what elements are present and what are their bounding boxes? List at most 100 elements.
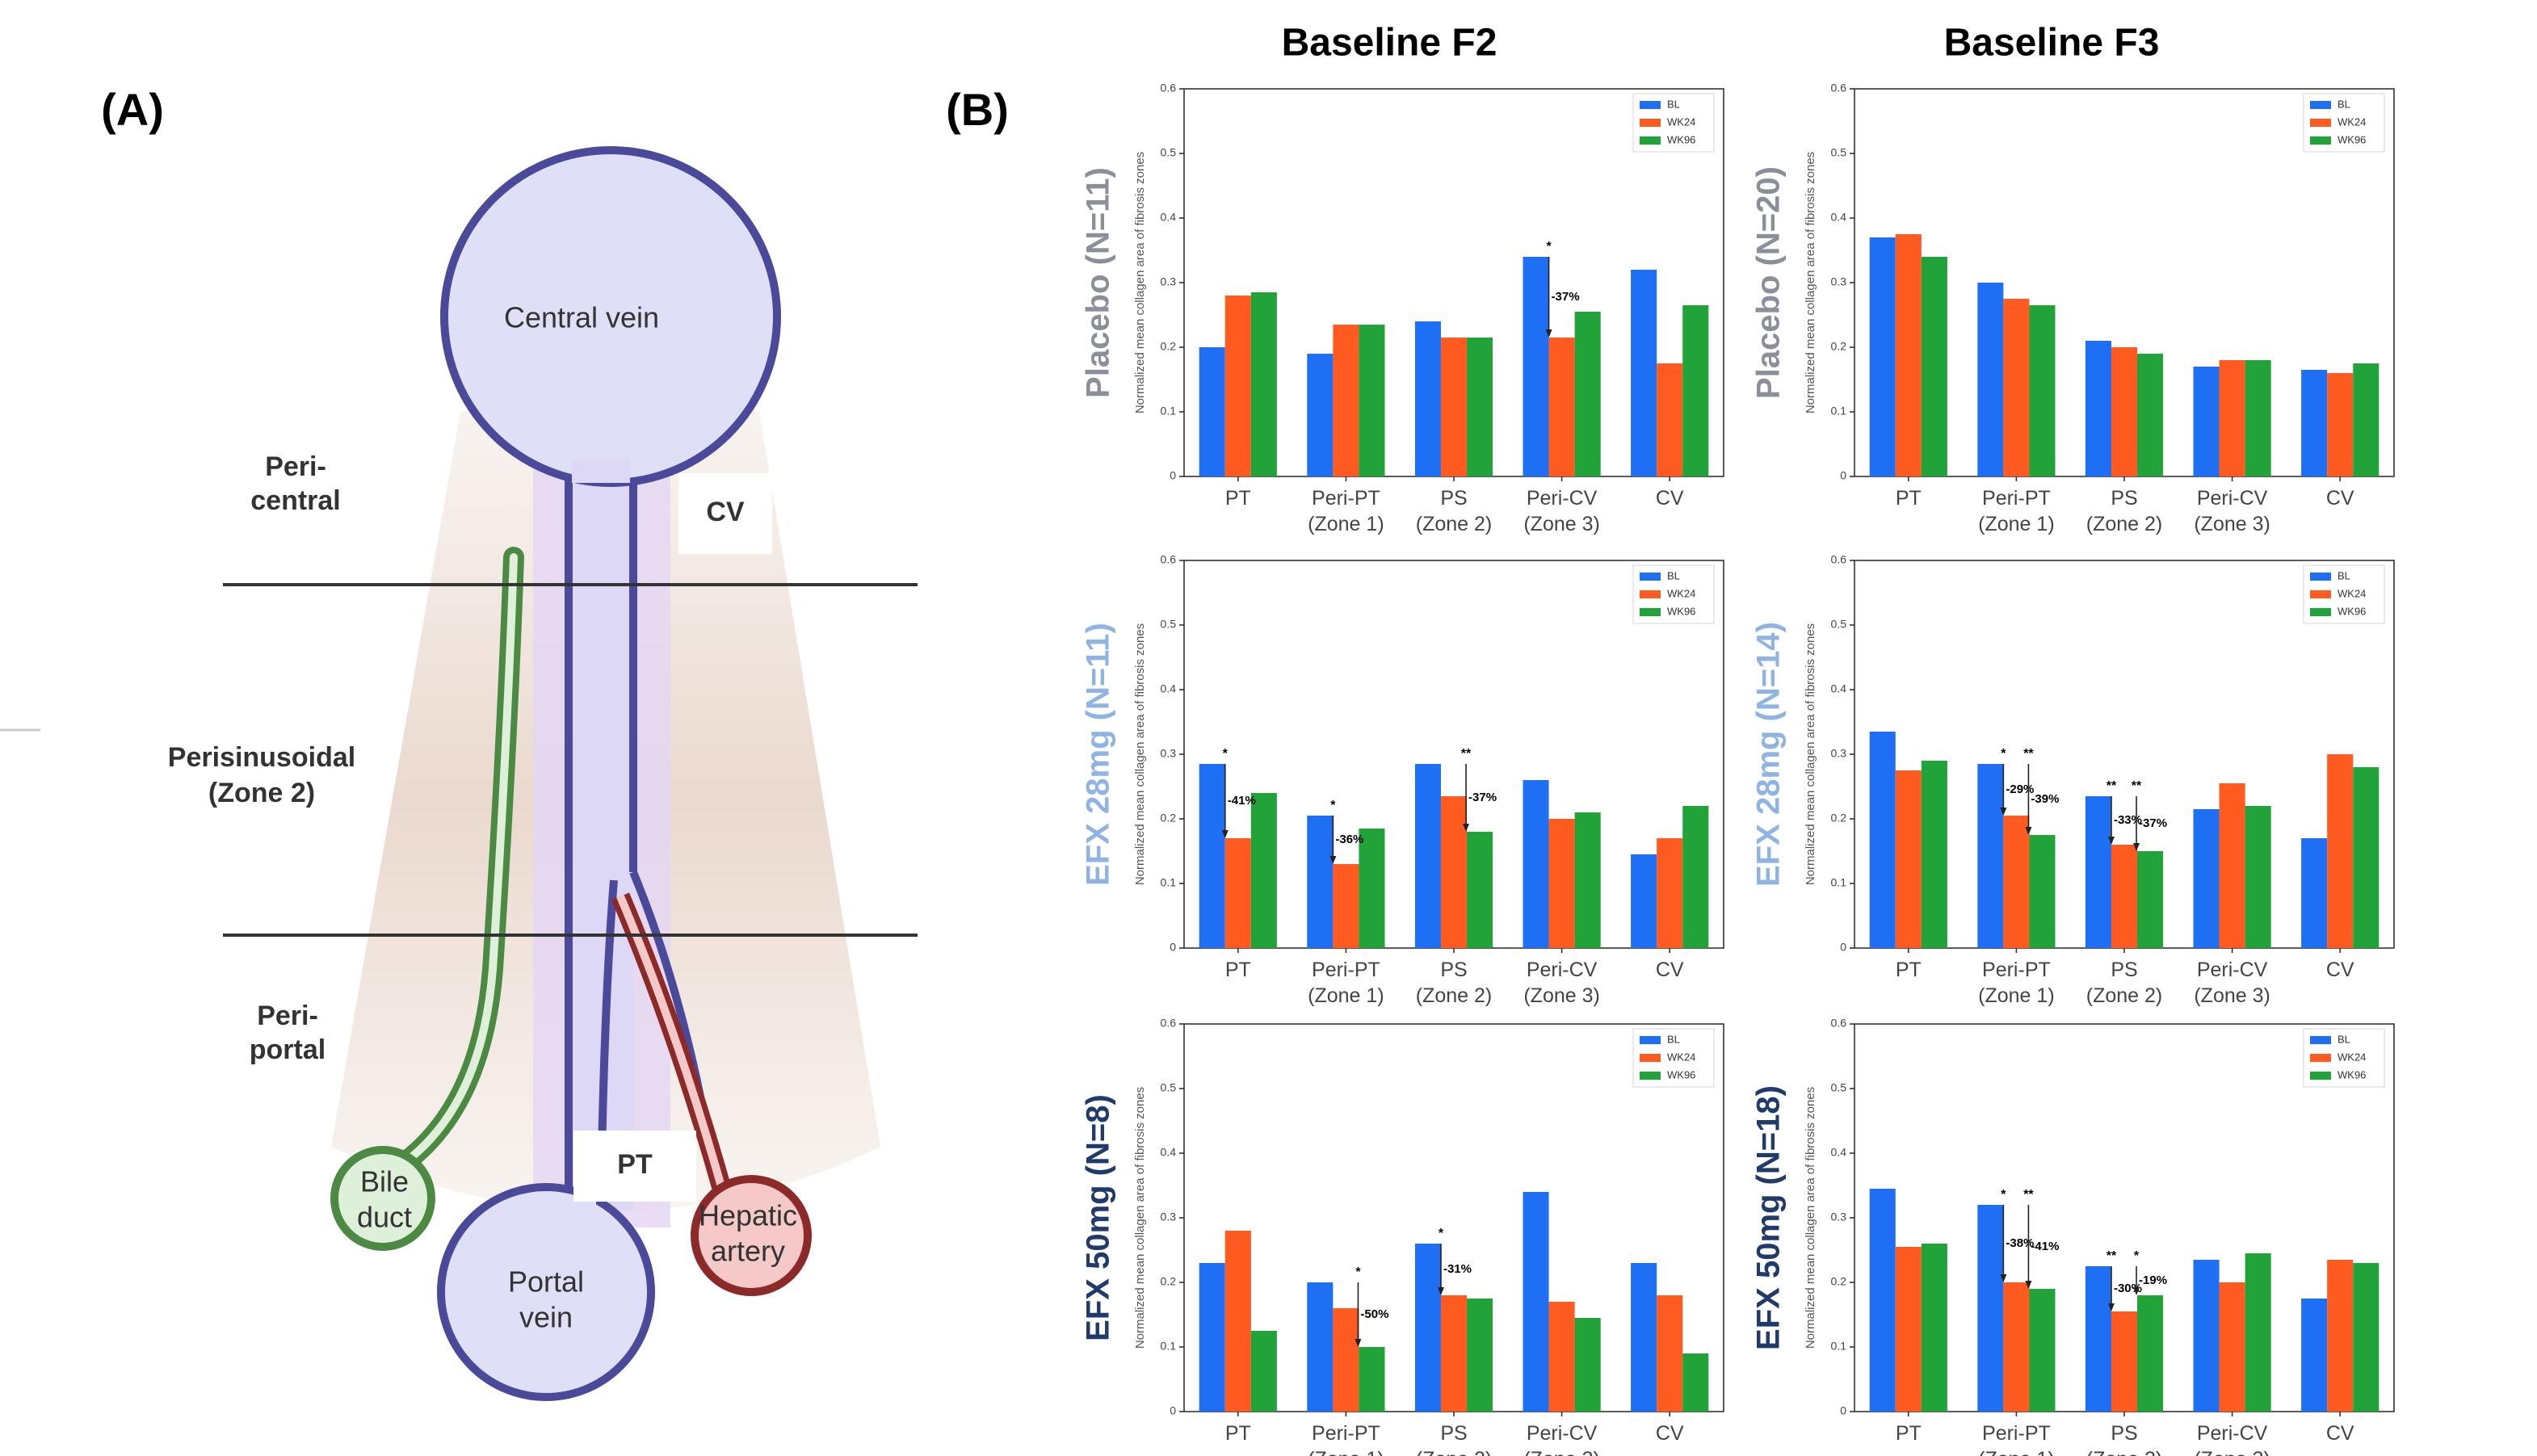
- x-tick-label: PT: [1896, 959, 1922, 981]
- diagram-label: PT: [617, 1149, 653, 1180]
- bar: [2327, 754, 2353, 948]
- bar: [1251, 793, 1277, 948]
- significance: **: [2023, 1188, 2034, 1202]
- y-tick-label: 0.5: [1161, 146, 1177, 159]
- bar-chart: 00.10.20.30.40.50.6PTPeri-PT(Zone 1)PS(Z…: [1081, 553, 1724, 1007]
- bar: [1870, 1189, 1896, 1412]
- change-label: -19%: [2139, 1273, 2167, 1287]
- bar: [1467, 338, 1493, 476]
- bar: [2301, 838, 2327, 948]
- x-tick-label: Peri-CV(Zone 3): [2194, 1422, 2270, 1456]
- diagram-label: duct: [357, 1201, 412, 1234]
- bar: [1922, 1244, 1947, 1412]
- bar: [1251, 292, 1277, 476]
- bar: [2220, 360, 2245, 476]
- bar: [1575, 812, 1601, 948]
- y-axis-label: Normalized mean collagen area of fibrosi…: [1804, 152, 1817, 413]
- legend-label: WK96: [1667, 605, 1695, 617]
- legend-swatch: [1640, 136, 1661, 145]
- bar: [1922, 761, 1947, 948]
- bar: [2327, 1260, 2353, 1412]
- legend-label: WK96: [2337, 1068, 2366, 1080]
- bar: [1631, 1263, 1657, 1412]
- bar: [2301, 1299, 2327, 1412]
- row-title: Placebo (N=11): [1081, 167, 1116, 398]
- bar: [2194, 367, 2220, 476]
- diagram-label: CV: [706, 497, 745, 527]
- y-tick-label: 0.2: [1161, 1275, 1177, 1288]
- bar: [2220, 783, 2245, 948]
- page: { "figure": {"panel_a": "(A)", "panel_b"…: [0, 0, 2537, 1456]
- y-tick-label: 0.1: [1161, 876, 1177, 889]
- significance: *: [1439, 1227, 1444, 1240]
- row-title: EFX 50mg (N=18): [1751, 1085, 1787, 1350]
- change-label: -37%: [1468, 791, 1497, 804]
- y-tick-label: 0: [1170, 941, 1176, 954]
- bar: [1441, 338, 1467, 476]
- y-tick-label: 0.5: [1831, 618, 1847, 631]
- significance: *: [1330, 799, 1336, 812]
- y-axis-label: Normalized mean collagen area of fibrosi…: [1804, 623, 1817, 885]
- y-tick-label: 0.6: [1831, 1017, 1847, 1030]
- bar: [1415, 1244, 1441, 1412]
- legend-label: WK24: [2337, 587, 2366, 599]
- y-tick-label: 0: [1840, 941, 1846, 954]
- y-tick-label: 0.2: [1161, 812, 1177, 825]
- y-tick-label: 0: [1840, 1404, 1846, 1417]
- x-tick-label: CV: [1656, 1422, 1684, 1445]
- legend-swatch: [1640, 101, 1661, 109]
- legend-label: WK96: [2337, 605, 2366, 617]
- y-tick-label: 0.1: [1831, 1340, 1847, 1353]
- bar: [1523, 1192, 1549, 1412]
- bar-chart: 00.10.20.30.40.50.6PTPeri-PT(Zone 1)PS(Z…: [1751, 553, 2394, 1007]
- x-tick-label: Peri-PT(Zone 1): [1978, 959, 2054, 1007]
- x-tick-label: PT: [1225, 1422, 1251, 1445]
- bar: [1307, 1282, 1333, 1412]
- significance: **: [2023, 747, 2034, 761]
- x-tick-label: CV: [1656, 487, 1684, 510]
- x-tick-label: Peri-CV(Zone 3): [2194, 959, 2270, 1007]
- y-tick-label: 0.4: [1161, 1146, 1177, 1159]
- bar: [1467, 1299, 1493, 1412]
- bar: [1415, 321, 1441, 476]
- bar: [1467, 832, 1493, 948]
- x-tick-label: PS(Zone 2): [1416, 1422, 1492, 1456]
- x-tick-label: Peri-CV(Zone 3): [1523, 959, 1599, 1007]
- y-tick-label: 0.1: [1831, 405, 1847, 417]
- change-label: -33%: [2114, 813, 2142, 827]
- legend-swatch: [1640, 119, 1661, 127]
- y-axis-label: Normalized mean collagen area of fibrosi…: [1133, 1087, 1147, 1349]
- legend-label: WK96: [2337, 133, 2366, 145]
- x-tick-label: PT: [1896, 1422, 1922, 1445]
- row-title: EFX 28mg (N=11): [1081, 623, 1116, 886]
- zone-label: (Zone 2): [208, 778, 315, 808]
- row-title: Placebo (N=20): [1751, 166, 1787, 399]
- diagram-label: artery: [711, 1235, 785, 1268]
- column-title: Baseline F3: [1944, 22, 2160, 65]
- legend-swatch: [1640, 1054, 1661, 1062]
- x-tick-label: CV: [2326, 959, 2354, 981]
- bar: [2029, 305, 2055, 476]
- bar: [2220, 1282, 2245, 1412]
- bar: [1225, 296, 1251, 476]
- x-tick-label: PS(Zone 2): [2086, 487, 2162, 535]
- y-tick-label: 0.5: [1161, 1081, 1177, 1094]
- x-tick-label: CV: [1656, 959, 1684, 981]
- charts: 0 0.1 0.2 0.3 0.4 0.5 0.6 PT Peri-PT(Zone 1) PS(Z…: [1081, 82, 2394, 1456]
- bar: [2327, 373, 2353, 476]
- y-tick-label: 0.2: [1831, 340, 1847, 353]
- panel-label: (B): [946, 84, 1009, 135]
- change-label: -38%: [2006, 1236, 2034, 1250]
- significance: *: [2001, 747, 2006, 761]
- y-tick-label: 0.3: [1161, 1211, 1177, 1223]
- bar: [1225, 1231, 1251, 1412]
- y-tick-label: 0.6: [1161, 1017, 1177, 1030]
- legend-label: WK24: [2337, 115, 2366, 128]
- legend-label: BL: [1667, 569, 1680, 581]
- legend-label: WK96: [1667, 133, 1695, 145]
- bar: [2003, 816, 2029, 948]
- y-tick-label: 0.6: [1161, 82, 1177, 94]
- bar: [1896, 1247, 1922, 1412]
- bar: [1441, 796, 1467, 948]
